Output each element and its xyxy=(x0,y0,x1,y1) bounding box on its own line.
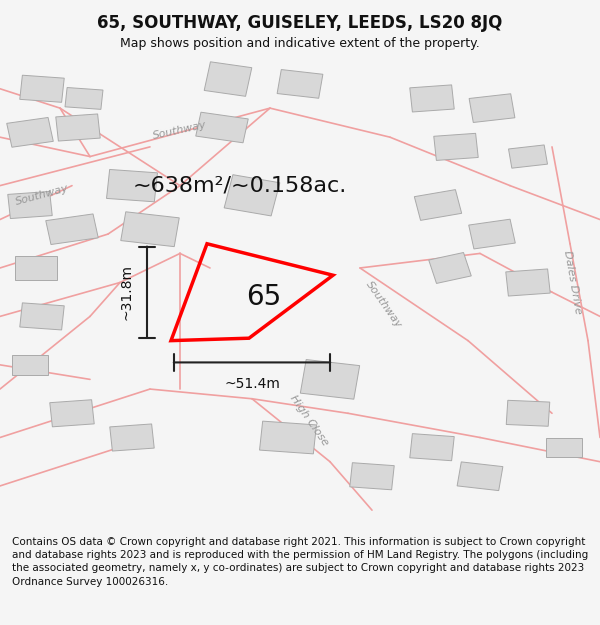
Text: Southway: Southway xyxy=(14,183,70,208)
Text: Map shows position and indicative extent of the property.: Map shows position and indicative extent… xyxy=(120,38,480,51)
Text: ~31.8m: ~31.8m xyxy=(119,264,133,320)
Polygon shape xyxy=(8,191,52,219)
Polygon shape xyxy=(260,421,316,454)
Polygon shape xyxy=(110,424,154,451)
Polygon shape xyxy=(415,189,461,221)
Polygon shape xyxy=(469,219,515,249)
Polygon shape xyxy=(20,303,64,330)
Text: 65: 65 xyxy=(247,283,281,311)
Text: Southway: Southway xyxy=(152,119,208,141)
Polygon shape xyxy=(469,94,515,122)
Polygon shape xyxy=(224,175,280,216)
Polygon shape xyxy=(12,355,48,374)
Text: ~638m²/~0.158ac.: ~638m²/~0.158ac. xyxy=(133,176,347,196)
Polygon shape xyxy=(301,359,359,399)
Text: Contains OS data © Crown copyright and database right 2021. This information is : Contains OS data © Crown copyright and d… xyxy=(12,537,588,587)
Polygon shape xyxy=(56,114,100,141)
Polygon shape xyxy=(204,62,252,96)
Polygon shape xyxy=(107,169,157,202)
Polygon shape xyxy=(410,85,454,112)
Polygon shape xyxy=(15,256,57,280)
Text: ~51.4m: ~51.4m xyxy=(224,378,280,391)
Polygon shape xyxy=(196,112,248,142)
Polygon shape xyxy=(350,462,394,490)
Polygon shape xyxy=(457,462,503,491)
Text: High Close: High Close xyxy=(288,393,330,448)
Polygon shape xyxy=(277,69,323,98)
Polygon shape xyxy=(434,133,478,161)
Polygon shape xyxy=(7,118,53,148)
Polygon shape xyxy=(506,400,550,426)
Polygon shape xyxy=(65,88,103,109)
Polygon shape xyxy=(410,434,454,461)
Polygon shape xyxy=(50,400,94,427)
Polygon shape xyxy=(546,438,582,457)
Polygon shape xyxy=(506,269,550,296)
Polygon shape xyxy=(429,253,471,283)
Text: Dales Drive: Dales Drive xyxy=(562,250,584,315)
Polygon shape xyxy=(509,145,547,168)
Text: Southway: Southway xyxy=(364,279,404,329)
Text: 65, SOUTHWAY, GUISELEY, LEEDS, LS20 8JQ: 65, SOUTHWAY, GUISELEY, LEEDS, LS20 8JQ xyxy=(97,14,503,32)
Polygon shape xyxy=(121,212,179,247)
Polygon shape xyxy=(46,214,98,244)
Polygon shape xyxy=(20,75,64,102)
